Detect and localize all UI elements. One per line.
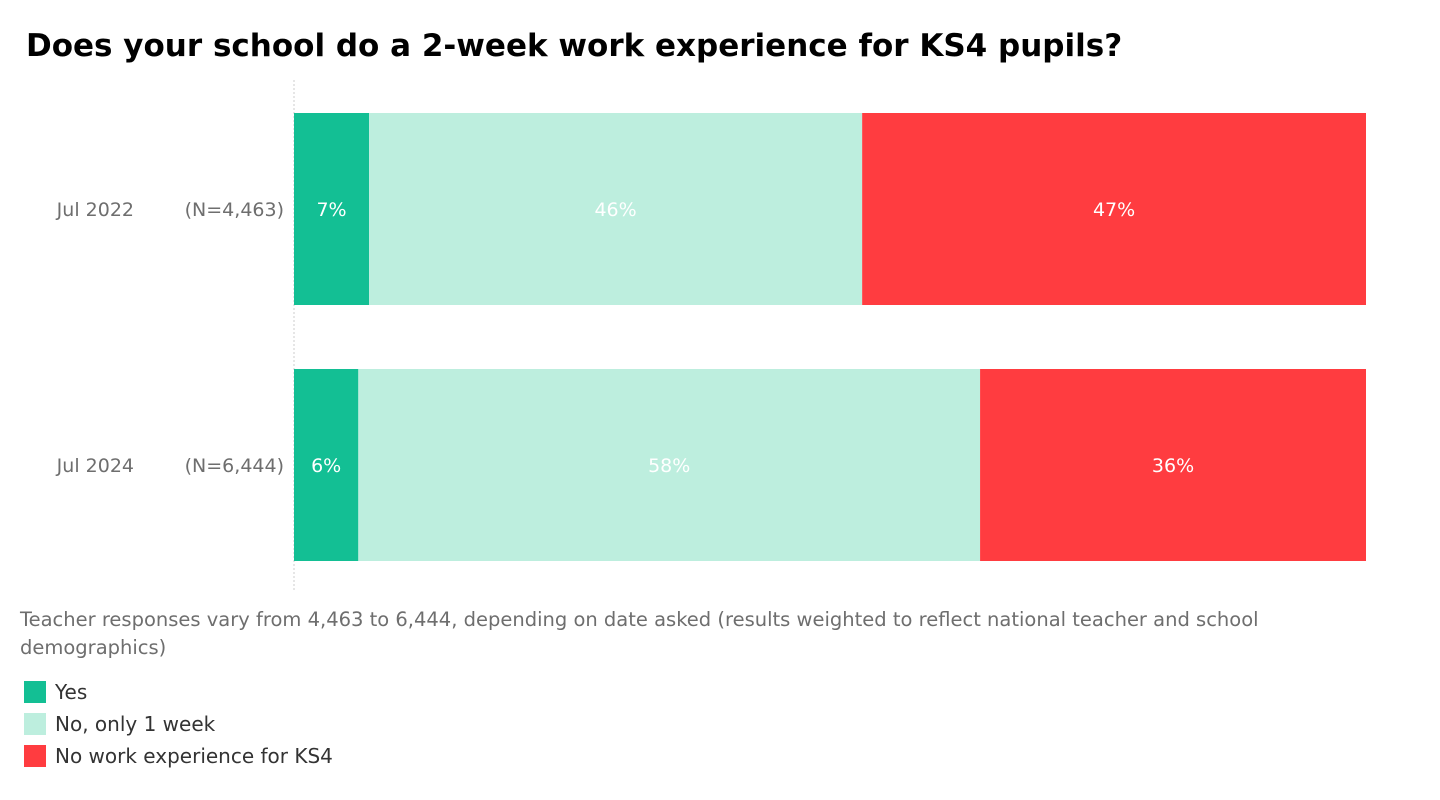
chart-plot: Jul 2022 (N=4,463) 7% 46% 47% Jul 2024 (N=6,44… [56, 80, 1366, 592]
bar-segment-no-only-1-week [358, 369, 981, 561]
chart-title: Does your school do a 2-week work experi… [26, 28, 1123, 64]
legend-swatch [24, 713, 46, 735]
legend-label: No work experience for KS4 [55, 744, 333, 768]
legend-item: No work experience for KS4 [24, 740, 333, 772]
legend: Yes No, only 1 week No work experience for… [24, 676, 333, 772]
bar-segment-no-only-1-week [369, 113, 863, 305]
data-label: 58% [648, 455, 690, 477]
legend-item: Yes [24, 676, 333, 708]
category-label: Jul 2022 [56, 199, 134, 221]
data-label: 6% [311, 455, 341, 477]
legend-swatch [24, 745, 46, 767]
sample-size-label: (N=4,463) [185, 199, 284, 221]
bar-segment-no-work-experience-for-ks4 [980, 369, 1366, 561]
legend-item: No, only 1 week [24, 708, 333, 740]
data-label: 36% [1152, 455, 1194, 477]
category-label: Jul 2024 [56, 455, 134, 477]
bar-segment-yes [294, 113, 370, 305]
chart-note: Teacher responses vary from 4,463 to 6,4… [20, 608, 1259, 659]
bar-segment-no-work-experience-for-ks4 [862, 113, 1366, 305]
data-label: 46% [594, 199, 636, 221]
data-label: 7% [316, 199, 346, 221]
legend-label: No, only 1 week [55, 712, 216, 736]
sample-size-label: (N=6,444) [185, 455, 284, 477]
legend-swatch [24, 681, 46, 703]
bar-segment-yes [294, 369, 359, 561]
legend-label: Yes [55, 680, 88, 704]
data-label: 47% [1093, 199, 1135, 221]
